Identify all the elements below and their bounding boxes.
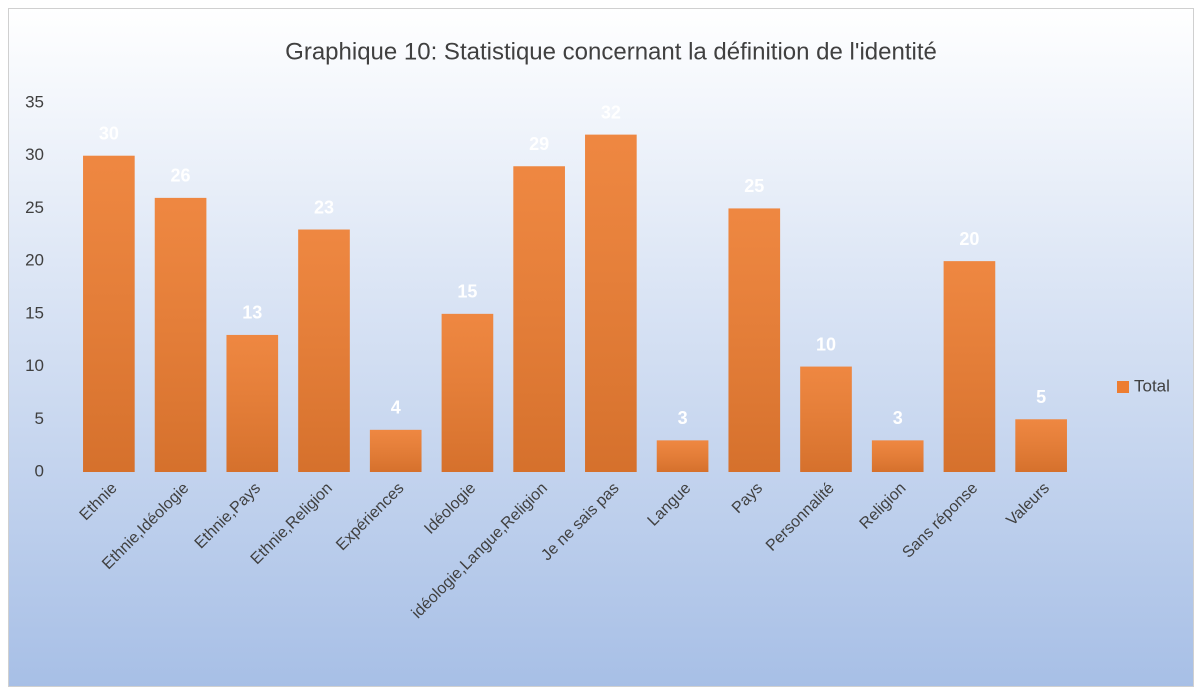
bar-shade — [943, 261, 996, 472]
chart-title: Graphique 10: Statistique concernant la … — [285, 38, 937, 65]
data-label: 3 — [678, 408, 688, 428]
data-label: 23 — [314, 197, 334, 217]
bar-shade — [154, 197, 207, 472]
bar-shade — [369, 429, 422, 472]
legend-label: Total — [1134, 376, 1170, 395]
data-label: 20 — [959, 229, 979, 249]
bar-shade — [871, 440, 924, 472]
bar-shade — [656, 440, 709, 472]
bar-shade — [83, 155, 135, 472]
bar-shade — [226, 334, 279, 472]
data-label: 30 — [99, 123, 119, 143]
data-label: 5 — [1036, 387, 1046, 407]
legend-swatch — [1117, 381, 1129, 393]
bar-shade — [441, 313, 494, 472]
bar-shade — [585, 134, 637, 472]
data-label: 25 — [744, 176, 764, 196]
y-tick-label: 35 — [25, 92, 44, 111]
data-label: 29 — [529, 134, 549, 154]
y-tick-label: 30 — [25, 145, 44, 164]
data-label: 4 — [391, 398, 401, 418]
data-label: 10 — [816, 334, 836, 354]
bar-shade — [1015, 419, 1067, 472]
y-tick-label: 25 — [25, 198, 44, 217]
data-label: 32 — [601, 102, 621, 122]
y-tick-label: 5 — [35, 409, 44, 428]
y-tick-label: 0 — [35, 461, 44, 480]
bar-shade — [800, 366, 852, 472]
bar-shade — [728, 208, 781, 472]
data-label: 15 — [457, 282, 477, 302]
data-label: 13 — [242, 303, 262, 323]
data-label: 3 — [893, 408, 903, 428]
bar-shade — [298, 229, 350, 472]
y-tick-label: 15 — [25, 303, 44, 322]
y-tick-label: 10 — [25, 356, 44, 375]
data-label: 26 — [171, 166, 191, 186]
bar-shade — [513, 166, 565, 472]
y-tick-label: 20 — [25, 251, 44, 270]
